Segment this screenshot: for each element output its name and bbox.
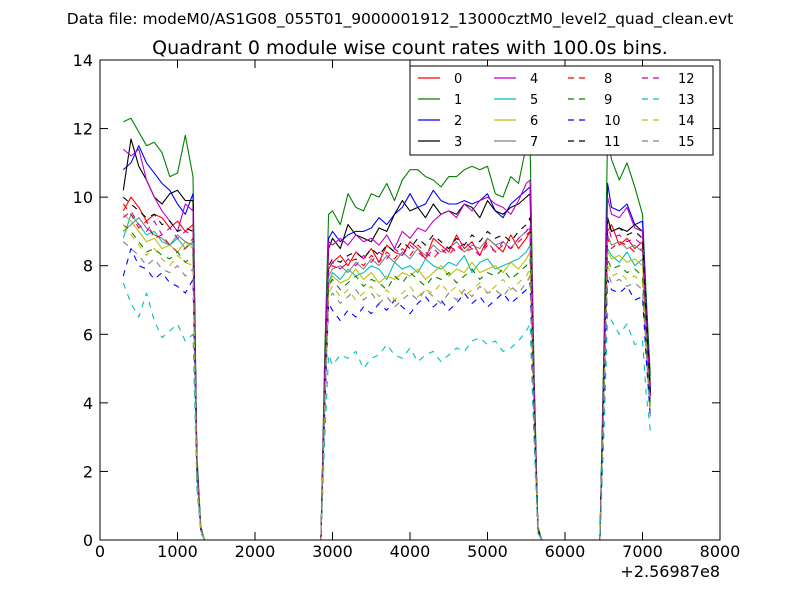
legend-label-14: 14 [678, 114, 695, 129]
series-line-15 [122, 241, 651, 540]
tick-layer: 0 1000 2000 3000 4000 5000 6000 7000 80000246810… [73, 51, 741, 561]
x-offset-label: +2.56987e8 [620, 562, 720, 581]
x-tick-label: 8000 [700, 542, 741, 561]
legend-label-15: 15 [678, 135, 695, 150]
legend-label-10: 10 [604, 114, 621, 129]
y-tick-label: 2 [83, 462, 93, 481]
legend-label-12: 12 [678, 72, 695, 87]
y-tick-label: 4 [83, 394, 93, 413]
series-line-5 [122, 213, 651, 540]
series-line-7 [122, 217, 651, 540]
series-line-9 [122, 224, 651, 540]
x-tick-label: 0 [95, 542, 105, 561]
legend-label-4: 4 [530, 72, 538, 87]
x-tick-label: 4000 [390, 542, 431, 561]
chart-title: Quadrant 0 module wise count rates with … [152, 37, 668, 59]
series-line-4 [122, 148, 651, 540]
x-tick-label: 6000 [545, 542, 586, 561]
legend-frame [409, 65, 714, 156]
series-line-1 [123, 117, 651, 540]
legend-label-3: 3 [454, 135, 462, 150]
legend-label-2: 2 [454, 114, 462, 129]
legend-label-1: 1 [454, 93, 462, 108]
suptitle: Data file: modeM0/AS1G08_055T01_90000019… [67, 10, 733, 29]
x-tick-label: 1000 [157, 542, 198, 561]
series-line-6 [122, 213, 651, 540]
legend-label-6: 6 [530, 114, 538, 129]
y-tick-label: 10 [73, 188, 93, 207]
legend-label-11: 11 [604, 135, 621, 150]
legend-label-9: 9 [604, 93, 612, 108]
legend-label-7: 7 [530, 135, 538, 150]
series-line-11 [122, 196, 651, 540]
y-tick-label: 8 [83, 257, 93, 276]
y-tick-label: 6 [83, 325, 93, 344]
x-tick-label: 5000 [467, 542, 508, 561]
legend-label-8: 8 [604, 72, 612, 87]
legend-label-5: 5 [530, 93, 538, 108]
series-layer [122, 117, 651, 540]
x-tick-label: 7000 [622, 542, 663, 561]
series-line-2 [122, 145, 651, 540]
x-tick-label: 3000 [312, 542, 353, 561]
series-line-13 [122, 282, 651, 540]
y-tick-label: 0 [83, 531, 93, 550]
legend-label-0: 0 [454, 72, 462, 87]
legend-label-13: 13 [678, 93, 695, 108]
y-tick-label: 14 [73, 51, 93, 70]
x-tick-label: 2000 [235, 542, 276, 561]
series-line-3 [122, 138, 651, 540]
y-tick-label: 12 [73, 120, 93, 139]
